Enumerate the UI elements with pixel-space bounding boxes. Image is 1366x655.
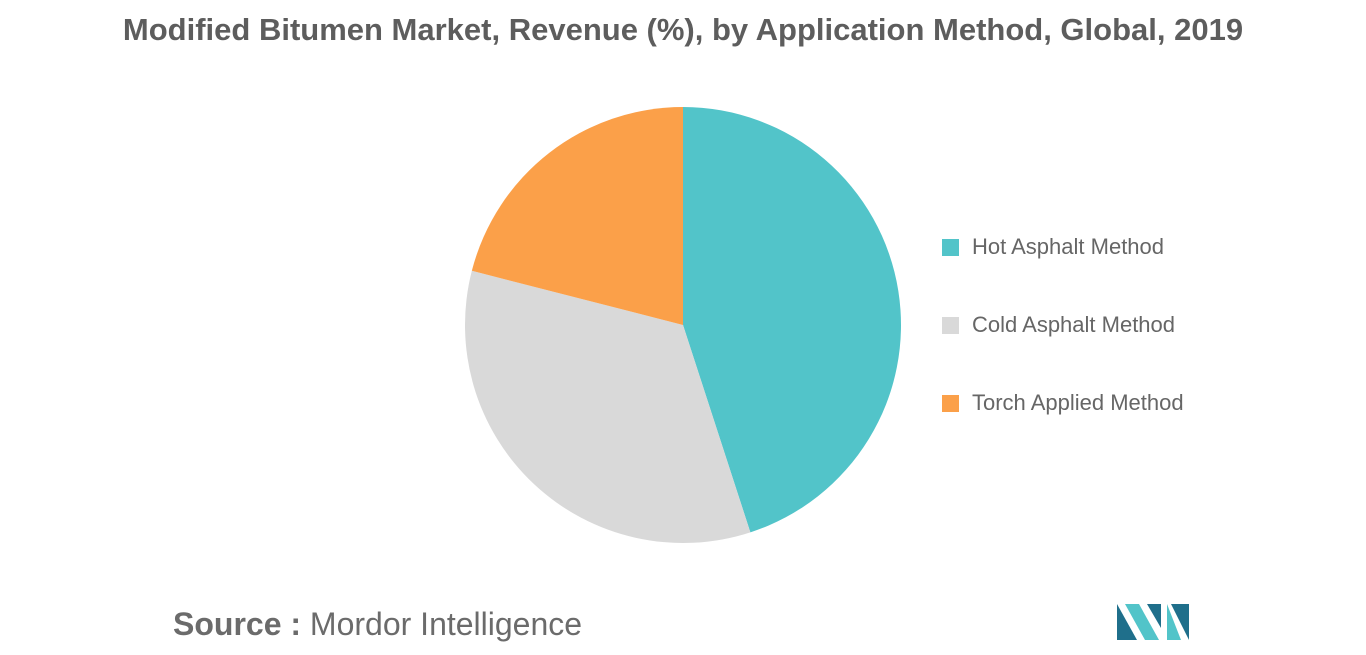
chart-title: Modified Bitumen Market, Revenue (%), by… <box>122 12 1244 47</box>
mordor-intelligence-logo-icon <box>1117 604 1189 640</box>
chart-legend: Hot Asphalt Method Cold Asphalt Method T… <box>942 232 1184 466</box>
source-note: Source : Mordor Intelligence <box>173 606 582 643</box>
legend-label: Hot Asphalt Method <box>972 234 1165 259</box>
legend-swatch <box>942 316 959 334</box>
legend-swatch <box>942 238 959 256</box>
source-label: Source : <box>173 606 302 642</box>
legend-swatch <box>942 394 959 412</box>
legend-label: Torch Applied Method <box>972 390 1184 415</box>
legend-item-cold-asphalt: Cold Asphalt Method <box>942 310 1184 340</box>
logo-shape-left <box>1117 604 1137 640</box>
pie-slice-cold-asphalt <box>465 270 751 543</box>
legend-item-torch-applied: Torch Applied Method <box>942 388 1184 418</box>
logo-shape-mid2 <box>1147 604 1161 628</box>
pie-slice-hot-asphalt <box>683 107 901 533</box>
logo-shape-mid <box>1125 604 1159 640</box>
pie-slices <box>465 107 901 543</box>
source-text: Mordor Intelligence <box>309 606 583 642</box>
legend-label: Cold Asphalt Method <box>972 312 1176 337</box>
pie-slice-torch-applied <box>471 107 683 325</box>
logo-shape-right2 <box>1171 604 1189 640</box>
logo-shape-right <box>1167 604 1181 640</box>
legend-item-hot-asphalt: Hot Asphalt Method <box>942 232 1184 262</box>
